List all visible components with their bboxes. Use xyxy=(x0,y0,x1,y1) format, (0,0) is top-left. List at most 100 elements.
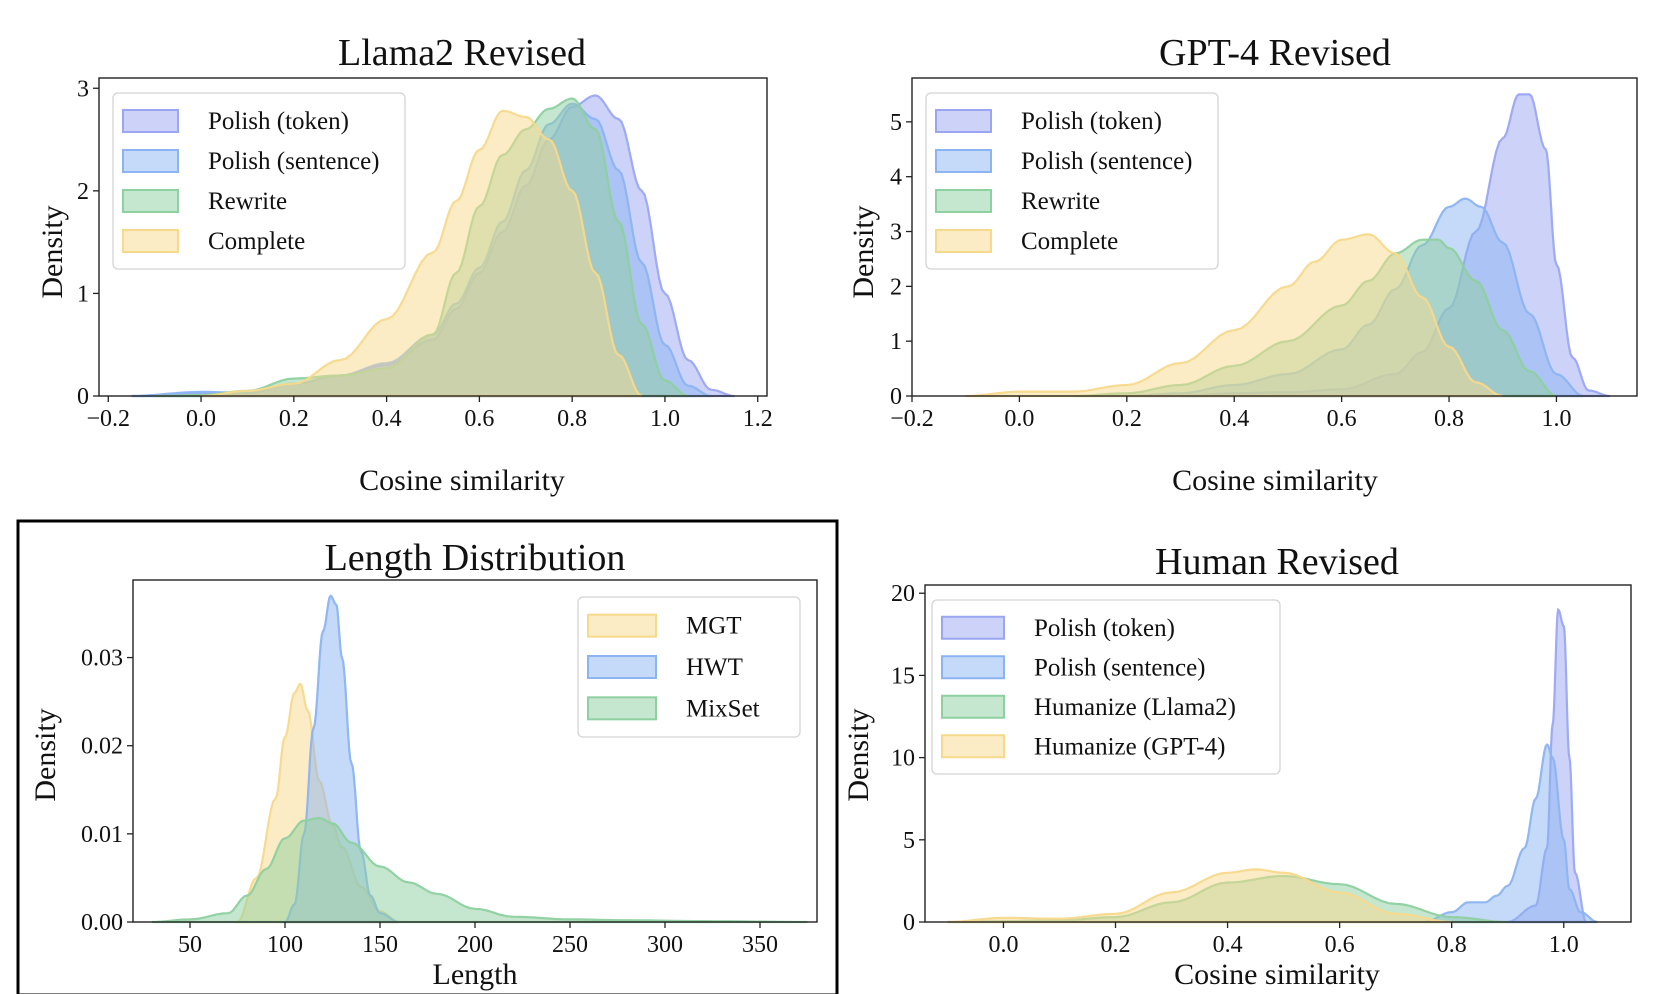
legend-label: HWT xyxy=(686,654,743,681)
chart-length-distribution: Length Distribution Length Density 50 100… xyxy=(29,537,818,991)
y-tick-label: 0.02 xyxy=(81,734,123,760)
x-tick-label: 50 xyxy=(178,932,202,958)
y-tick-label: 15 xyxy=(891,663,915,689)
legend-label: Polish (token) xyxy=(1021,108,1162,135)
plot-frame xyxy=(98,77,768,397)
chart-title: Length Distribution xyxy=(325,537,626,579)
x-axis-label: Cosine similarity xyxy=(359,464,565,497)
legend-swatch xyxy=(941,694,1005,719)
y-tick-label: 2 xyxy=(77,179,89,205)
x-tick-label: 350 xyxy=(742,932,778,958)
x-tick-label: 0.2 xyxy=(1101,932,1131,958)
y-tick-label: 3 xyxy=(890,220,902,246)
legend-swatch xyxy=(935,109,992,133)
x-tick-label: 150 xyxy=(362,932,398,958)
plot-frame xyxy=(911,77,1638,397)
y-tick-label: 0.03 xyxy=(81,646,123,672)
legend-swatch xyxy=(122,149,179,173)
legend-label: Rewrite xyxy=(1021,188,1100,215)
legend-swatch xyxy=(122,189,179,213)
legend-label: Complete xyxy=(1021,228,1118,255)
legend-label: MixSet xyxy=(686,695,760,722)
plot-frame xyxy=(132,579,818,923)
x-tick-label: −0.2 xyxy=(890,406,934,432)
y-tick-label: 0 xyxy=(77,384,89,410)
chart-llama2-revised: Llama2 Revised Cosine similarity Density… xyxy=(36,32,773,497)
legend-box xyxy=(931,599,1281,775)
y-tick-label: 1 xyxy=(77,281,89,307)
x-tick-label: 0.8 xyxy=(1437,932,1467,958)
legend-label: Polish (sentence) xyxy=(208,148,379,175)
legend-label: Rewrite xyxy=(208,188,287,215)
x-tick-label: 0.2 xyxy=(1112,406,1142,432)
x-tick-label: 100 xyxy=(267,932,303,958)
x-tick-label: 0.6 xyxy=(1327,406,1357,432)
y-tick-label: 5 xyxy=(903,828,915,854)
legend-swatch xyxy=(122,109,179,133)
legend-swatch xyxy=(587,613,657,638)
chart-gpt4-revised: GPT-4 Revised Cosine similarity Density … xyxy=(847,32,1638,497)
x-tick-label: 0.0 xyxy=(186,406,216,432)
legend-swatch xyxy=(941,655,1005,680)
y-axis-label: Density xyxy=(29,708,62,801)
x-tick-label: 0.4 xyxy=(1213,932,1243,958)
chart-title: GPT-4 Revised xyxy=(1159,32,1391,74)
x-axis-label: Cosine similarity xyxy=(1172,464,1378,497)
legend-label: Polish (sentence) xyxy=(1021,148,1192,175)
y-tick-label: 10 xyxy=(891,746,915,772)
y-tick-label: 5 xyxy=(890,110,902,136)
x-tick-label: 0.4 xyxy=(372,406,402,432)
legend-swatch xyxy=(935,229,992,253)
y-tick-label: 0 xyxy=(890,384,902,410)
legend-label: Complete xyxy=(208,228,305,255)
density-area-polish-sentence xyxy=(1423,742,1598,924)
chart-title: Llama2 Revised xyxy=(338,32,586,74)
x-tick-label: 0.0 xyxy=(1004,406,1034,432)
x-tick-label: 0.8 xyxy=(557,406,587,432)
legend-box xyxy=(112,92,406,270)
x-axis-label: Length xyxy=(433,958,518,991)
legend: Polish (token) Polish (sentence) Rewrite Co… xyxy=(112,92,406,270)
x-tick-label: 0.8 xyxy=(1434,406,1464,432)
legend-swatch xyxy=(122,229,179,253)
highlight-frame xyxy=(16,519,839,994)
x-axis-label: Cosine similarity xyxy=(1174,958,1380,991)
x-tick-label: 1.2 xyxy=(743,406,773,432)
y-tick-label: 2 xyxy=(890,274,902,300)
legend-swatch xyxy=(941,734,1005,759)
y-axis-label: Density xyxy=(842,708,875,801)
y-tick-label: 0.01 xyxy=(81,822,123,848)
y-axis-label: Density xyxy=(847,205,880,298)
x-tick-label: 0.6 xyxy=(1325,932,1355,958)
y-axis-label: Density xyxy=(36,205,69,298)
chart-human-revised: Human Revised Cosine similarity Density … xyxy=(842,541,1632,991)
legend-label: Polish (sentence) xyxy=(1034,654,1205,681)
x-tick-label: −0.2 xyxy=(87,406,131,432)
legend-label: Humanize (GPT-4) xyxy=(1034,733,1225,760)
x-tick-label: 0.0 xyxy=(988,932,1018,958)
legend-label: Humanize (Llama2) xyxy=(1034,694,1236,721)
legend-label: MGT xyxy=(686,613,742,640)
legend-swatch xyxy=(587,655,657,679)
legend-swatch xyxy=(935,149,992,173)
legend: Polish (token) Polish (sentence) Humanize … xyxy=(931,599,1281,775)
y-tick-label: 0 xyxy=(903,910,915,936)
legend-label: Polish (token) xyxy=(208,108,349,135)
plot-frame xyxy=(924,584,1632,923)
legend-label: Polish (token) xyxy=(1034,615,1175,642)
legend-swatch xyxy=(941,615,1005,640)
x-tick-label: 1.0 xyxy=(1549,932,1579,958)
x-tick-label: 200 xyxy=(457,932,493,958)
x-tick-label: 300 xyxy=(647,932,683,958)
y-tick-label: 0.00 xyxy=(81,910,123,936)
y-tick-label: 3 xyxy=(77,76,89,102)
legend-swatch xyxy=(587,696,657,721)
legend: Polish (token) Polish (sentence) Rewrite Co… xyxy=(925,92,1219,270)
x-tick-label: 1.0 xyxy=(1541,406,1571,432)
y-tick-label: 4 xyxy=(890,165,902,191)
y-tick-label: 20 xyxy=(891,581,915,607)
density-area-complete xyxy=(201,109,643,398)
x-tick-label: 0.6 xyxy=(464,406,494,432)
x-tick-label: 0.2 xyxy=(279,406,309,432)
